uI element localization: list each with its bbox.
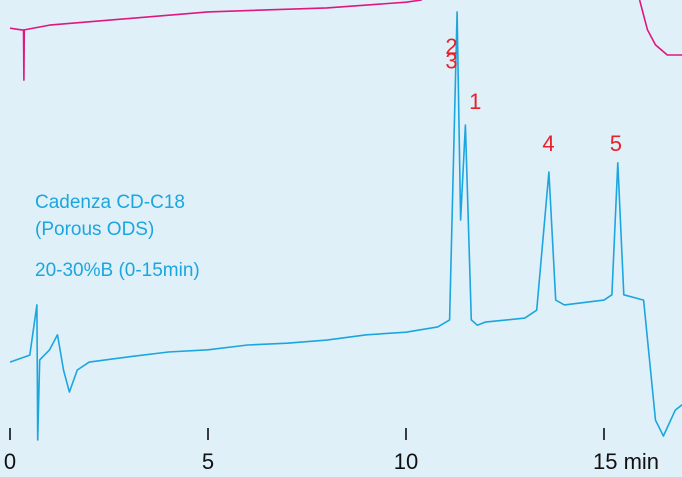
peak-label: 2	[445, 34, 457, 59]
x-tick-label: 5	[202, 449, 214, 474]
series-label: Cadenza CD-C18	[35, 192, 185, 213]
x-tick-label: 10	[394, 449, 418, 474]
series-line	[9, 11, 682, 441]
annotation: (Porous ODS)	[35, 219, 154, 240]
peak-label: 5	[610, 131, 622, 156]
peak-label: 4	[542, 131, 554, 156]
peak-label: 3	[445, 48, 457, 73]
peak-label: 1	[469, 89, 481, 114]
series-line	[9, 0, 682, 81]
x-tick-label: 15 min	[593, 449, 659, 474]
annotation: 20-30%B (0-15min)	[35, 260, 200, 281]
x-tick-label: 0	[4, 449, 16, 474]
